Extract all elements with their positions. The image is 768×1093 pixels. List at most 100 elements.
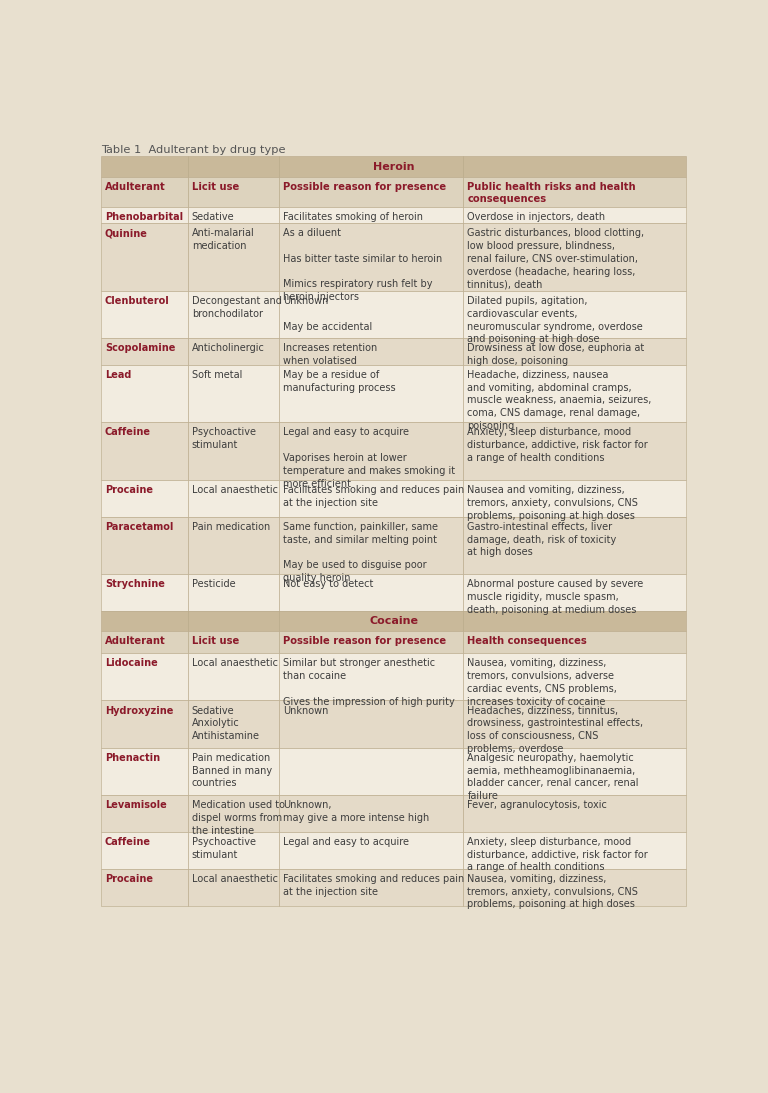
Bar xyxy=(280,611,463,632)
Bar xyxy=(463,574,687,611)
Text: Facilitates smoking of heroin: Facilitates smoking of heroin xyxy=(283,212,423,222)
Text: Phenactin: Phenactin xyxy=(105,753,160,763)
Text: Decongestant and
bronchodilator: Decongestant and bronchodilator xyxy=(192,296,282,319)
Text: Procaine: Procaine xyxy=(105,485,153,495)
Bar xyxy=(280,365,463,422)
Bar xyxy=(187,517,280,574)
Text: Hydroxyzine: Hydroxyzine xyxy=(105,705,174,716)
Bar xyxy=(187,611,280,632)
Bar xyxy=(187,869,280,905)
Text: Dilated pupils, agitation,
cardiovascular events,
neuromuscular syndrome, overdo: Dilated pupils, agitation, cardiovascula… xyxy=(468,296,643,344)
Text: Soft metal: Soft metal xyxy=(192,369,242,380)
Bar xyxy=(280,574,463,611)
Bar xyxy=(187,291,280,338)
Text: Quinine: Quinine xyxy=(105,228,147,238)
Bar xyxy=(187,574,280,611)
Text: Licit use: Licit use xyxy=(192,636,239,646)
Bar xyxy=(463,422,687,480)
Bar xyxy=(101,177,187,207)
Text: Heroin: Heroin xyxy=(372,162,415,172)
Text: Gastric disturbances, blood clotting,
low blood pressure, blindness,
renal failu: Gastric disturbances, blood clotting, lo… xyxy=(468,228,644,290)
Text: Phenobarbital: Phenobarbital xyxy=(105,212,183,222)
Text: Table 1  Adulterant by drug type: Table 1 Adulterant by drug type xyxy=(101,144,285,154)
Text: May be a residue of
manufacturing process: May be a residue of manufacturing proces… xyxy=(283,369,396,392)
Text: Pesticide: Pesticide xyxy=(192,579,236,589)
Text: Adulterant: Adulterant xyxy=(105,636,166,646)
Bar xyxy=(463,748,687,795)
Bar xyxy=(463,291,687,338)
Bar xyxy=(101,291,187,338)
Bar xyxy=(280,517,463,574)
Text: Gastro-intestinal effects, liver
damage, death, risk of toxicity
at high doses: Gastro-intestinal effects, liver damage,… xyxy=(468,521,617,557)
Text: Fever, agranulocytosis, toxic: Fever, agranulocytosis, toxic xyxy=(468,800,607,810)
Bar xyxy=(101,422,187,480)
Bar xyxy=(463,480,687,517)
Text: Nausea and vomiting, dizziness,
tremors, anxiety, convulsions, CNS
problems, poi: Nausea and vomiting, dizziness, tremors,… xyxy=(468,485,638,520)
Bar xyxy=(187,480,280,517)
Bar xyxy=(463,869,687,905)
Bar xyxy=(101,632,187,654)
Bar xyxy=(463,632,687,654)
Bar xyxy=(280,632,463,654)
Bar xyxy=(463,654,687,701)
Text: Adulterant: Adulterant xyxy=(105,181,166,191)
Text: Caffeine: Caffeine xyxy=(105,837,151,847)
Text: Lidocaine: Lidocaine xyxy=(105,658,157,668)
Bar xyxy=(463,832,687,869)
Bar xyxy=(101,611,187,632)
Text: Not easy to detect: Not easy to detect xyxy=(283,579,374,589)
Bar xyxy=(463,701,687,748)
Bar xyxy=(280,177,463,207)
Text: Health consequences: Health consequences xyxy=(468,636,588,646)
Bar xyxy=(101,207,187,223)
Text: Lead: Lead xyxy=(105,369,131,380)
Bar xyxy=(280,156,463,177)
Text: Cocaine: Cocaine xyxy=(369,616,418,626)
Bar xyxy=(101,574,187,611)
Bar xyxy=(187,223,280,291)
Bar xyxy=(463,338,687,365)
Text: Sedative
Anxiolytic
Antihistamine: Sedative Anxiolytic Antihistamine xyxy=(192,705,260,741)
Bar xyxy=(187,207,280,223)
Text: Unknown,
may give a more intense high: Unknown, may give a more intense high xyxy=(283,800,430,823)
Text: Local anaesthetic: Local anaesthetic xyxy=(192,873,278,884)
Bar xyxy=(280,291,463,338)
Text: Pain medication
Banned in many
countries: Pain medication Banned in many countries xyxy=(192,753,272,788)
Bar xyxy=(463,156,687,177)
Bar xyxy=(463,517,687,574)
Text: Anti-malarial
medication: Anti-malarial medication xyxy=(192,228,254,251)
Bar xyxy=(101,365,187,422)
Text: Levamisole: Levamisole xyxy=(105,800,167,810)
Text: Same function, painkiller, same
taste, and similar melting point

May be used to: Same function, painkiller, same taste, a… xyxy=(283,521,439,583)
Bar xyxy=(101,748,187,795)
Bar xyxy=(101,223,187,291)
Bar xyxy=(101,869,187,905)
Text: Overdose in injectors, death: Overdose in injectors, death xyxy=(468,212,605,222)
Text: Medication used to
dispel worms from
the intestine: Medication used to dispel worms from the… xyxy=(192,800,285,835)
Text: Psychoactive
stimulant: Psychoactive stimulant xyxy=(192,837,256,859)
Bar xyxy=(463,795,687,832)
Bar xyxy=(101,338,187,365)
Text: Public health risks and health
consequences: Public health risks and health consequen… xyxy=(468,181,636,204)
Bar xyxy=(280,832,463,869)
Text: Scopolamine: Scopolamine xyxy=(105,343,175,353)
Text: Anticholinergic: Anticholinergic xyxy=(192,343,265,353)
Text: Clenbuterol: Clenbuterol xyxy=(105,296,170,306)
Bar xyxy=(463,365,687,422)
Bar xyxy=(280,338,463,365)
Text: Nausea, vomiting, dizziness,
tremors, convulsions, adverse
cardiac events, CNS p: Nausea, vomiting, dizziness, tremors, co… xyxy=(468,658,617,707)
Bar xyxy=(280,701,463,748)
Bar xyxy=(187,654,280,701)
Text: Local anaesthetic: Local anaesthetic xyxy=(192,658,278,668)
Text: Similar but stronger anesthetic
than cocaine

Gives the impression of high purit: Similar but stronger anesthetic than coc… xyxy=(283,658,455,707)
Text: Anxiety, sleep disturbance, mood
disturbance, addictive, risk factor for
a range: Anxiety, sleep disturbance, mood disturb… xyxy=(468,427,648,463)
Text: Caffeine: Caffeine xyxy=(105,427,151,437)
Text: Analgesic neuropathy, haemolytic
aemia, methheamoglibinanaemia,
bladder cancer, : Analgesic neuropathy, haemolytic aemia, … xyxy=(468,753,639,801)
Bar xyxy=(463,611,687,632)
Text: Increases retention
when volatised: Increases retention when volatised xyxy=(283,343,378,366)
Text: Legal and easy to acquire: Legal and easy to acquire xyxy=(283,837,409,847)
Bar xyxy=(280,207,463,223)
Text: Headaches, dizziness, tinnitus,
drowsiness, gastrointestinal effects,
loss of co: Headaches, dizziness, tinnitus, drowsine… xyxy=(468,705,644,754)
Text: Possible reason for presence: Possible reason for presence xyxy=(283,181,447,191)
Bar xyxy=(187,701,280,748)
